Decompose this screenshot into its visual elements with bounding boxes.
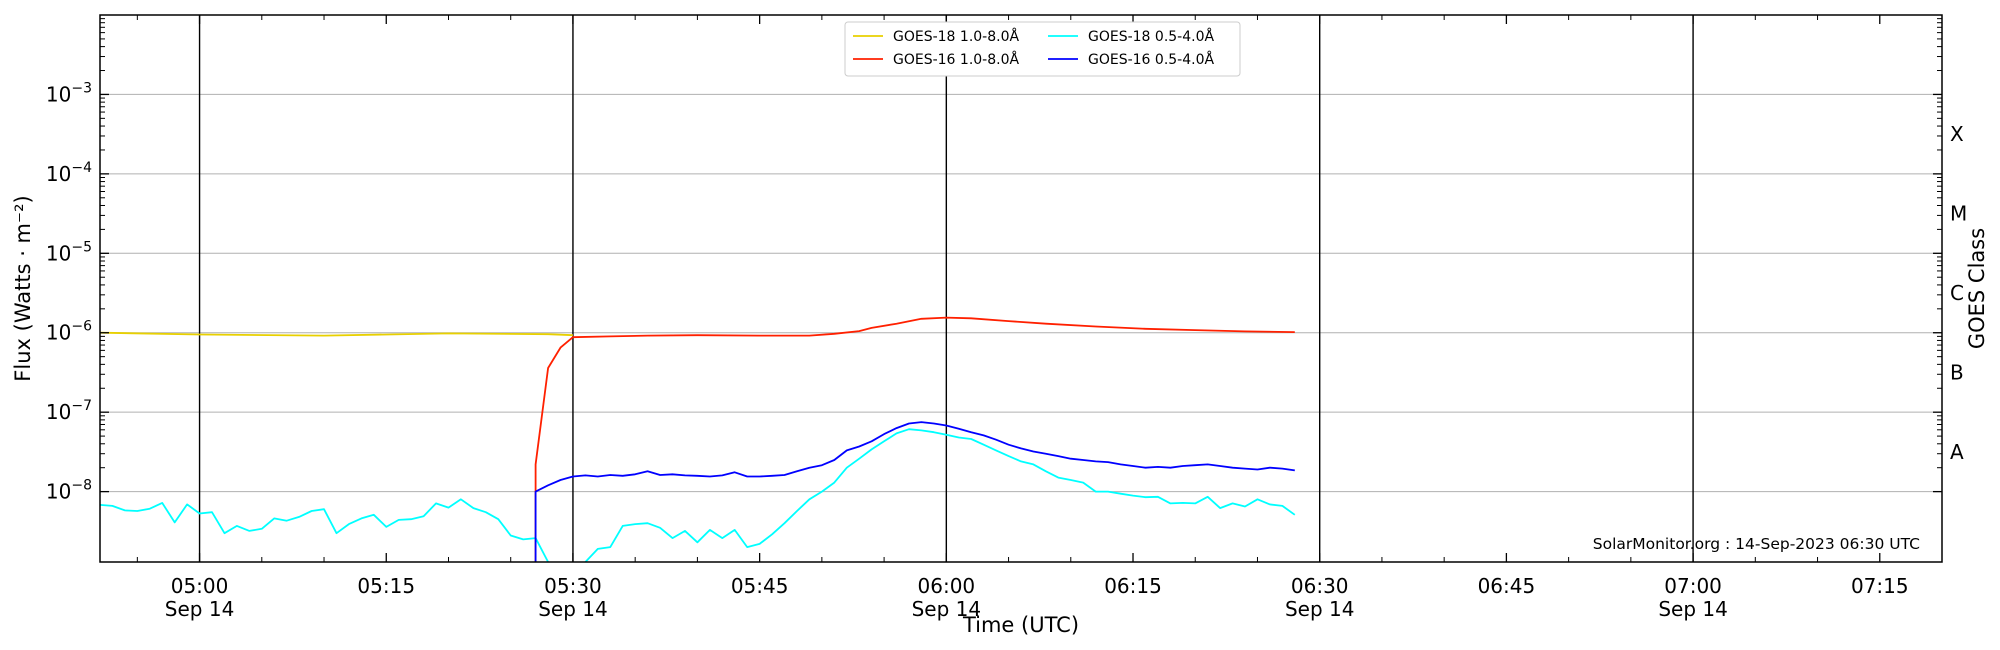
goes-class-label: A xyxy=(1950,440,1964,464)
x-tick-label: 05:00 xyxy=(171,574,229,598)
goes-class-axis-label: GOES Class xyxy=(1965,228,1989,349)
x-tick-date-label: Sep 14 xyxy=(538,597,608,621)
series-line-goes-16-1-0-8-0- xyxy=(534,316,1295,562)
vertical-reference-lines xyxy=(198,15,1694,562)
y-tick-labels: 10−8 10−7 10−6 10−5 10−4 10−3 xyxy=(46,80,92,503)
series-line-goes-18-0-5-4-0--segment-2 xyxy=(584,428,1296,563)
x-tick-date-label: Sep 14 xyxy=(1285,597,1355,621)
x-tick-label: 06:30 xyxy=(1291,574,1349,598)
series-line-goes-18-1-0-8-0- xyxy=(99,331,573,337)
y-tick-label: 10−4 xyxy=(46,160,92,186)
legend-label: GOES-18 1.0-8.0Å xyxy=(893,28,1019,45)
y-tick-label: 10−3 xyxy=(46,80,92,106)
x-tick-label: 06:00 xyxy=(918,574,976,598)
x-tick-date-label: Sep 14 xyxy=(912,597,982,621)
x-tick-label: 05:15 xyxy=(357,574,415,598)
legend-label: GOES-16 0.5-4.0Å xyxy=(1088,51,1214,68)
y-axis-label: Flux (Watts · m⁻²) xyxy=(11,195,35,381)
series-line-goes-18-0-5-4-0- xyxy=(99,498,549,563)
goes-class-label: X xyxy=(1950,122,1964,146)
y-tick-label: 10−7 xyxy=(46,398,92,424)
x-tick-label: 07:00 xyxy=(1664,574,1722,598)
x-tick-date-label: Sep 14 xyxy=(165,597,235,621)
x-tick-label: 05:30 xyxy=(544,574,602,598)
plot-frame xyxy=(99,14,1943,563)
legend-label: GOES-18 0.5-4.0Å xyxy=(1088,28,1214,45)
y-tick-label: 10−5 xyxy=(46,239,92,265)
goes-class-label: C xyxy=(1950,281,1964,305)
grid-layer xyxy=(100,93,1942,493)
x-tick-label: 05:45 xyxy=(731,574,789,598)
tick-layer xyxy=(100,15,1943,562)
x-tick-label: 06:45 xyxy=(1478,574,1536,598)
goes-class-label: B xyxy=(1950,360,1964,384)
goes-class-label: M xyxy=(1950,202,1967,226)
legend-box xyxy=(844,21,1241,77)
y-tick-label: 10−8 xyxy=(46,478,92,504)
x-tick-label: 06:15 xyxy=(1104,574,1162,598)
series-layer xyxy=(99,316,1296,563)
credit-text: SolarMonitor.org : 14-Sep-2023 06:30 UTC xyxy=(1593,535,1920,553)
goes-class-labels: A B C M X xyxy=(1950,122,1967,464)
x-tick-label: 07:15 xyxy=(1851,574,1909,598)
x-axis-label: Time (UTC) xyxy=(962,613,1079,637)
x-tick-date-label: Sep 14 xyxy=(1658,597,1728,621)
y-tick-label: 10−6 xyxy=(46,319,92,345)
legend: GOES-18 1.0-8.0Å GOES-16 1.0-8.0Å GOES-18 … xyxy=(844,21,1241,77)
legend-label: GOES-16 1.0-8.0Å xyxy=(893,51,1019,68)
series-line-goes-16-0-5-4-0- xyxy=(534,421,1295,562)
